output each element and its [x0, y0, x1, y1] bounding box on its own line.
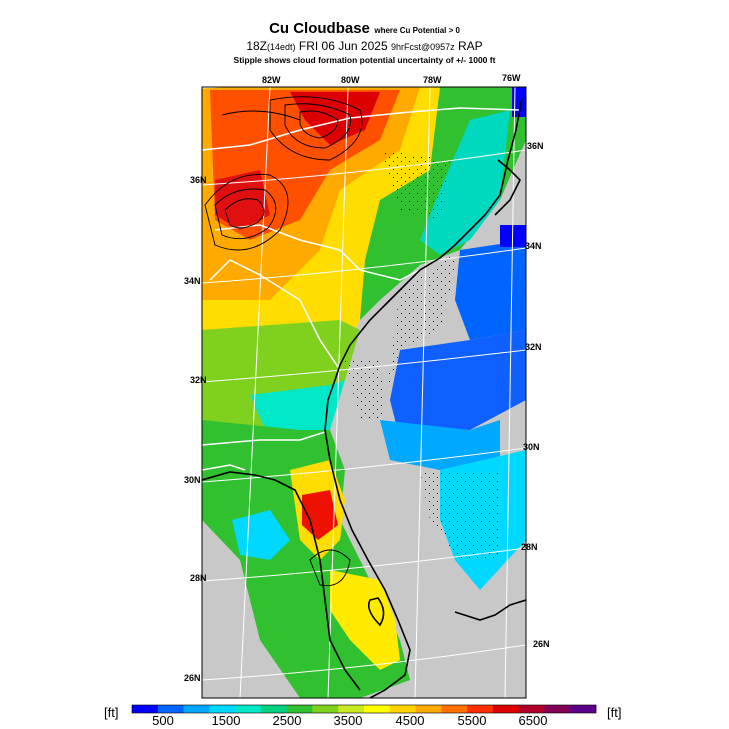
- stipple-gulf-stream: [420, 470, 500, 560]
- field-cyan-coast: [420, 110, 510, 255]
- field-green-sc: [202, 320, 360, 440]
- forecast-line: 18Z(14edt) FRI 06 Jun 2025 9hrFcst@0957z…: [0, 39, 729, 53]
- colorbar-unit-right: [ft]: [607, 705, 621, 720]
- map-field: [202, 87, 526, 698]
- colorbar-tick-label: 3500: [334, 713, 363, 728]
- lat-label-36n-right: 36N: [527, 141, 544, 151]
- stipple-ga-sea: [345, 360, 385, 420]
- colorbar-swatch: [467, 705, 494, 713]
- lat-label-26n-right: 26N: [533, 639, 550, 649]
- colorbar-unit-left: [ft]: [104, 705, 118, 720]
- model-name: RAP: [457, 39, 483, 53]
- local-time: (14edt): [267, 42, 296, 52]
- colorbar-swatch: [570, 705, 597, 713]
- contours: [204, 96, 363, 587]
- state-borders: [202, 107, 521, 471]
- field-darkred-west: [215, 170, 270, 230]
- colorbar-tick-label: 5500: [458, 713, 487, 728]
- lon-label-76w: 76W: [502, 73, 521, 83]
- lat-label-32n-left: 32N: [190, 375, 207, 385]
- colorbar-tick-label: 4500: [396, 713, 425, 728]
- lat-label-28n-left: 28N: [190, 573, 207, 583]
- colorbar-tick-labels: 500 1500 2500 3500 4500 5500 6500: [152, 713, 547, 728]
- colorbar-swatch: [132, 705, 159, 713]
- stipple-note: Stipple shows cloud formation potential …: [233, 55, 496, 65]
- lat-label-32n-right: 32N: [525, 342, 542, 352]
- lat-label-30n-right: 30N: [523, 442, 540, 452]
- colorbar-swatch: [389, 705, 416, 713]
- chart-title: Cu Cloudbase where Cu Potential > 0: [0, 20, 729, 38]
- graticule: [202, 87, 526, 698]
- title-main: Cu Cloudbase: [269, 20, 370, 37]
- colorbar-swatch: [286, 705, 313, 713]
- colorbar-swatches: [131, 704, 597, 714]
- colorbar-swatch: [518, 705, 545, 713]
- latitude-labels: 36N 34N 32N 30N 28N 26N 36N 34N 32N 30N …: [184, 141, 550, 683]
- colorbar-swatch: [441, 705, 468, 713]
- colorbar-tick-label: 2500: [273, 713, 302, 728]
- lon-label-78w: 78W: [423, 75, 442, 85]
- lat-label-28n-right: 28N: [521, 542, 538, 552]
- colorbar-swatch: [544, 705, 571, 713]
- lat-label-30n-left: 30N: [184, 475, 201, 485]
- lon-label-82w: 82W: [262, 75, 281, 85]
- longitude-labels: 82W 80W 78W 76W: [262, 73, 521, 85]
- field-red-florida: [302, 490, 338, 540]
- colorbar-swatch: [183, 705, 210, 713]
- field-lightcyan-gulf: [232, 510, 290, 560]
- lat-label-26n-left: 26N: [184, 673, 201, 683]
- colorbar-swatch: [312, 705, 339, 713]
- colorbar-swatch: [338, 705, 365, 713]
- field-yellow-sfl: [330, 570, 400, 670]
- colorbar-swatch: [364, 705, 391, 713]
- stipple-coastal-sea: [385, 250, 460, 400]
- colorbar-swatch: [235, 705, 262, 713]
- map-frame: [201, 86, 527, 699]
- colorbar-frame: [131, 704, 597, 714]
- field-cyan-offshore: [380, 420, 500, 470]
- forecast-hour: 9hrFcst@0957z: [390, 42, 455, 52]
- colorbar-tick-label: 500: [152, 713, 174, 728]
- colorbar-swatch: [260, 705, 287, 713]
- lat-label-36n-left: 36N: [190, 175, 207, 185]
- colorbar-tick-label: 6500: [519, 713, 548, 728]
- valid-time: 18Z: [246, 39, 268, 53]
- colorbar-tick-label: 1500: [212, 713, 241, 728]
- colorbar-swatch: [209, 705, 236, 713]
- field-blue-offshore-s: [390, 330, 526, 440]
- lon-label-80w: 80W: [341, 75, 360, 85]
- valid-date: FRI 06 Jun 2025: [298, 39, 388, 53]
- coastline: [202, 97, 526, 698]
- field-blue-offshore-n: [455, 240, 526, 340]
- lat-label-34n-right: 34N: [525, 241, 542, 251]
- colorbar-swatch: [157, 705, 184, 713]
- colorbar-swatch: [415, 705, 442, 713]
- lat-label-34n-left: 34N: [184, 276, 201, 286]
- title-sub: where Cu Potential > 0: [374, 26, 460, 35]
- colorbar-swatch: [492, 705, 519, 713]
